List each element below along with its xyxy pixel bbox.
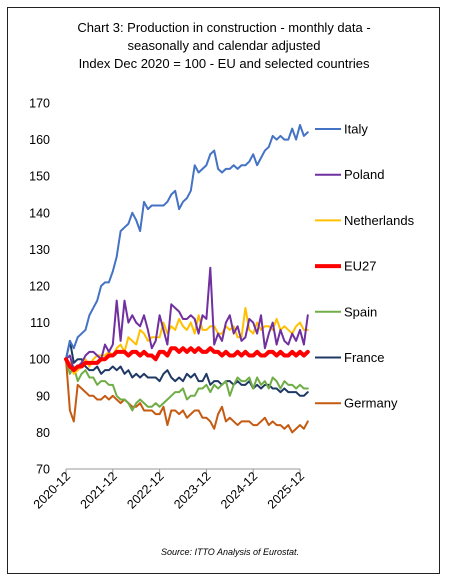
series-line-france [65,339,309,397]
chart-title: Chart 3: Production in construction - mo… [77,20,370,71]
title-line-3: Index Dec 2020 = 100 - EU and selected c… [79,56,370,71]
title-line-2: seasonally and calendar adjusted [128,38,321,53]
y-tick-label: 140 [29,206,50,220]
y-tick-label: 170 [29,97,50,111]
chart: Chart 3: Production in construction - mo… [29,20,415,557]
legend-label-spain: Spain [344,304,377,319]
source-note: Source: ITTO Analysis of Eurostat. [161,547,299,557]
x-tick-label: 2024-12 [218,469,260,511]
legend-label-netherlands: Netherlands [344,213,415,228]
x-tick-label: 2023-12 [171,469,213,511]
chart-frame: Chart 3: Production in construction - mo… [7,7,440,574]
plot-area [64,123,310,434]
x-tick-label: 2025-12 [265,469,307,511]
y-tick-label: 120 [29,280,50,294]
y-axis: 70 80 90 100 110 120 130 140 150 160 170 [29,97,50,477]
series-line-poland [65,266,309,372]
series-line-spain [65,358,309,412]
x-tick-label: 2021-12 [78,469,120,511]
y-tick-label: 150 [29,170,50,184]
series-line-eu27 [64,346,310,373]
y-tick-label: 100 [29,353,50,367]
y-tick-label: 90 [36,389,50,403]
y-tick-label: 130 [29,243,50,257]
legend: Italy Poland Netherlands EU27 Spain France Ger… [315,122,415,411]
legend-label-poland: Poland [344,167,384,182]
series-line-italy [65,123,309,361]
legend-label-eu27: EU27 [344,259,377,274]
x-axis: 2020-12 2021-12 2022-12 2023-12 2024-12 2025-… [31,468,307,512]
title-line-1: Chart 3: Production in construction - mo… [77,20,370,35]
series-line-germany [65,358,309,434]
legend-label-italy: Italy [344,122,368,137]
y-tick-label: 80 [36,426,50,440]
series-line-netherlands [65,306,309,375]
y-tick-label: 70 [36,463,50,477]
legend-label-germany: Germany [344,396,398,411]
x-tick-label: 2022-12 [124,469,166,511]
y-tick-label: 110 [30,316,50,330]
legend-label-france: France [344,350,384,365]
y-tick-label: 160 [29,133,50,147]
